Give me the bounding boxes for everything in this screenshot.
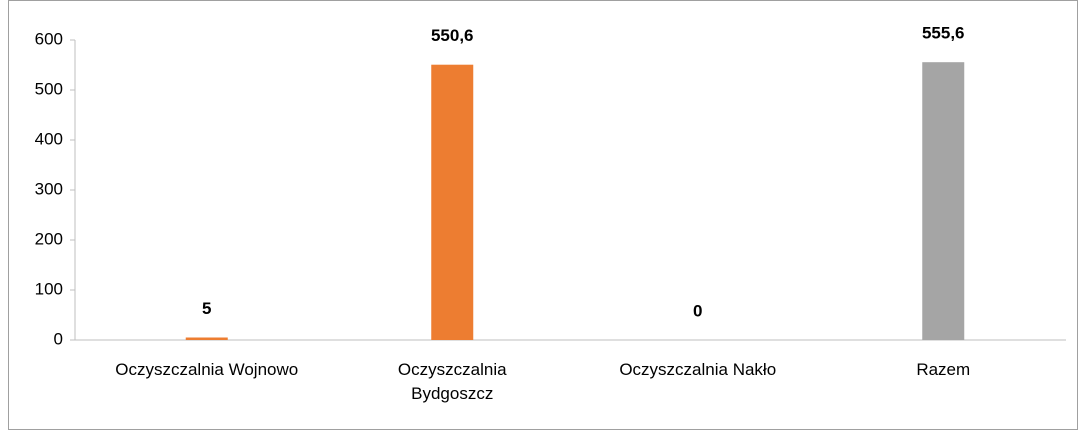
y-tick-label: 0	[54, 329, 63, 348]
y-tick-label: 200	[35, 229, 63, 248]
data-label: 555,6	[922, 24, 965, 43]
chart-frame	[8, 0, 1078, 430]
y-tick-label: 600	[35, 29, 63, 48]
data-label: 550,6	[431, 26, 474, 45]
bar	[185, 337, 228, 340]
x-tick-label: Oczyszczalnia Bydgoszcz	[397, 360, 507, 403]
bar	[922, 62, 965, 340]
data-label: 5	[202, 299, 211, 318]
y-tick-label: 100	[35, 279, 63, 298]
x-tick-label: Oczyszczalnia Nakło	[619, 360, 777, 379]
y-tick-label: 500	[35, 79, 63, 98]
x-tick-label: Oczyszczalnia Wojnowo	[115, 360, 299, 379]
bar	[431, 64, 474, 340]
y-tick-label: 400	[35, 129, 63, 148]
x-tick-label: Razem	[916, 360, 971, 379]
data-label: 0	[693, 301, 702, 320]
y-tick-label: 300	[35, 179, 63, 198]
